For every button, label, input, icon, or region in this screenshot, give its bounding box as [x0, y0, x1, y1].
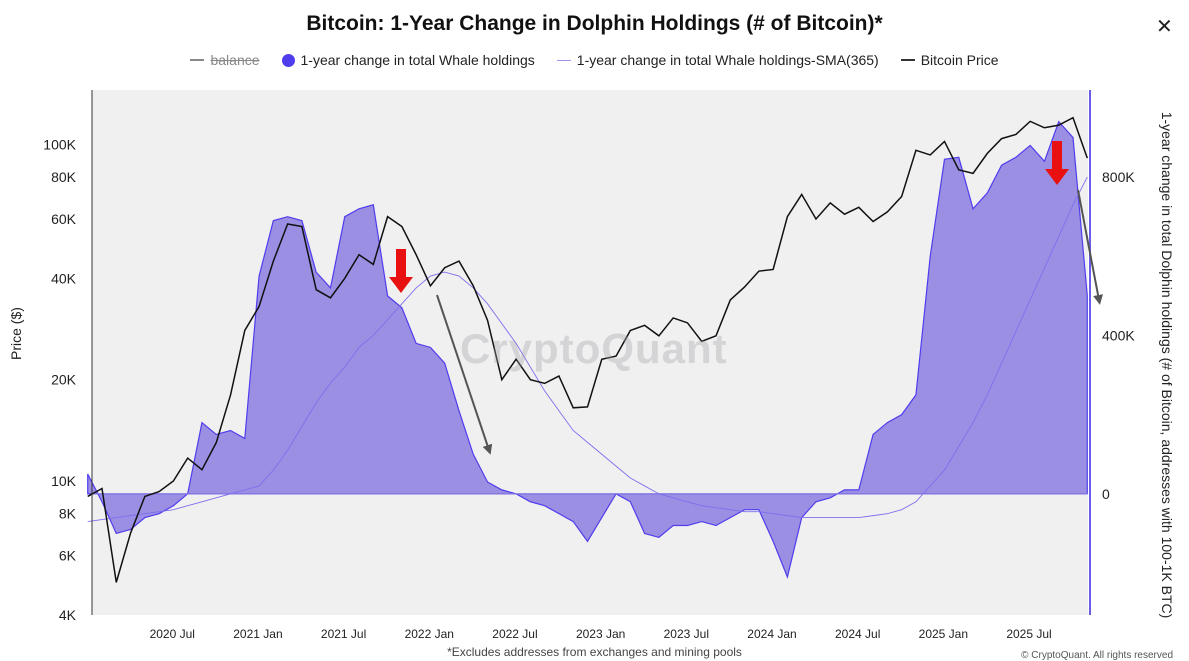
- y-axis-label-right: 1-year change in total Dolphin holdings …: [1159, 111, 1175, 619]
- line-swatch-icon: [556, 59, 571, 61]
- y2-tick-label: 800K: [1102, 169, 1135, 185]
- legend-item-balance[interactable]: balance: [190, 52, 260, 68]
- y-tick-label: 100K: [43, 136, 76, 152]
- x-tick-label: 2021 Jul: [321, 627, 366, 641]
- legend-item-bitcoin-price[interactable]: Bitcoin Price: [900, 52, 999, 68]
- x-tick-label: 2024 Jul: [835, 627, 880, 641]
- x-tick-label: 2023 Jan: [576, 627, 625, 641]
- x-tick-label: 2025 Jan: [919, 627, 968, 641]
- copyright: © CryptoQuant. All rights reserved: [1021, 650, 1173, 661]
- bitcoin-price-line: [87, 116, 1088, 583]
- legend-label: Bitcoin Price: [920, 52, 999, 68]
- y-tick-label: 4K: [59, 607, 77, 623]
- y2-tick-label: 0: [1102, 486, 1110, 502]
- dot-swatch-icon: [281, 53, 295, 67]
- whale-change-area: [87, 120, 1088, 579]
- x-tick-label: 2021 Jan: [233, 627, 282, 641]
- red-down-arrow-icon: [1045, 141, 1069, 185]
- x-tick-label: 2024 Jan: [747, 627, 796, 641]
- x-tick-label: 2025 Jul: [1006, 627, 1051, 641]
- chart-title: Bitcoin: 1-Year Change in Dolphin Holdin…: [306, 12, 883, 35]
- legend-label: 1-year change in total Whale holdings-SM…: [576, 52, 879, 68]
- y-tick-label: 60K: [51, 211, 77, 227]
- y-axis-label-left: Price ($): [8, 307, 24, 360]
- legend-item-whale-sma[interactable]: 1-year change in total Whale holdings-SM…: [556, 52, 879, 68]
- y2-tick-label: 400K: [1102, 327, 1135, 343]
- footnote: *Excludes addresses from exchanges and m…: [447, 645, 742, 659]
- gray-trend-arrow-icon: [436, 294, 493, 455]
- legend-label: balance: [210, 52, 260, 68]
- x-tick-label: 2022 Jan: [405, 627, 454, 641]
- red-down-arrow-icon: [389, 249, 413, 293]
- y-tick-label: 8K: [59, 506, 77, 522]
- whale-sma-line: [87, 176, 1088, 523]
- gray-trend-arrow-icon: [1077, 189, 1103, 305]
- x-tick-label: 2022 Jul: [492, 627, 537, 641]
- y-tick-label: 80K: [51, 169, 77, 185]
- x-tick-label: 2023 Jul: [664, 627, 709, 641]
- legend-label: 1-year change in total Whale holdings: [300, 52, 535, 68]
- y-tick-label: 10K: [51, 473, 77, 489]
- legend-item-whale-change[interactable]: 1-year change in total Whale holdings: [281, 52, 535, 68]
- watermark: CryptoQuant: [460, 325, 728, 372]
- line-swatch-icon: [190, 59, 205, 61]
- legend: balance 1-year change in total Whale hol…: [0, 52, 1189, 68]
- close-icon[interactable]: ✕: [1156, 16, 1173, 38]
- y-tick-label: 6K: [59, 548, 77, 564]
- y-tick-label: 40K: [51, 270, 77, 286]
- y-tick-label: 20K: [51, 372, 77, 388]
- x-tick-label: 2020 Jul: [150, 627, 195, 641]
- line-swatch-icon: [900, 59, 915, 61]
